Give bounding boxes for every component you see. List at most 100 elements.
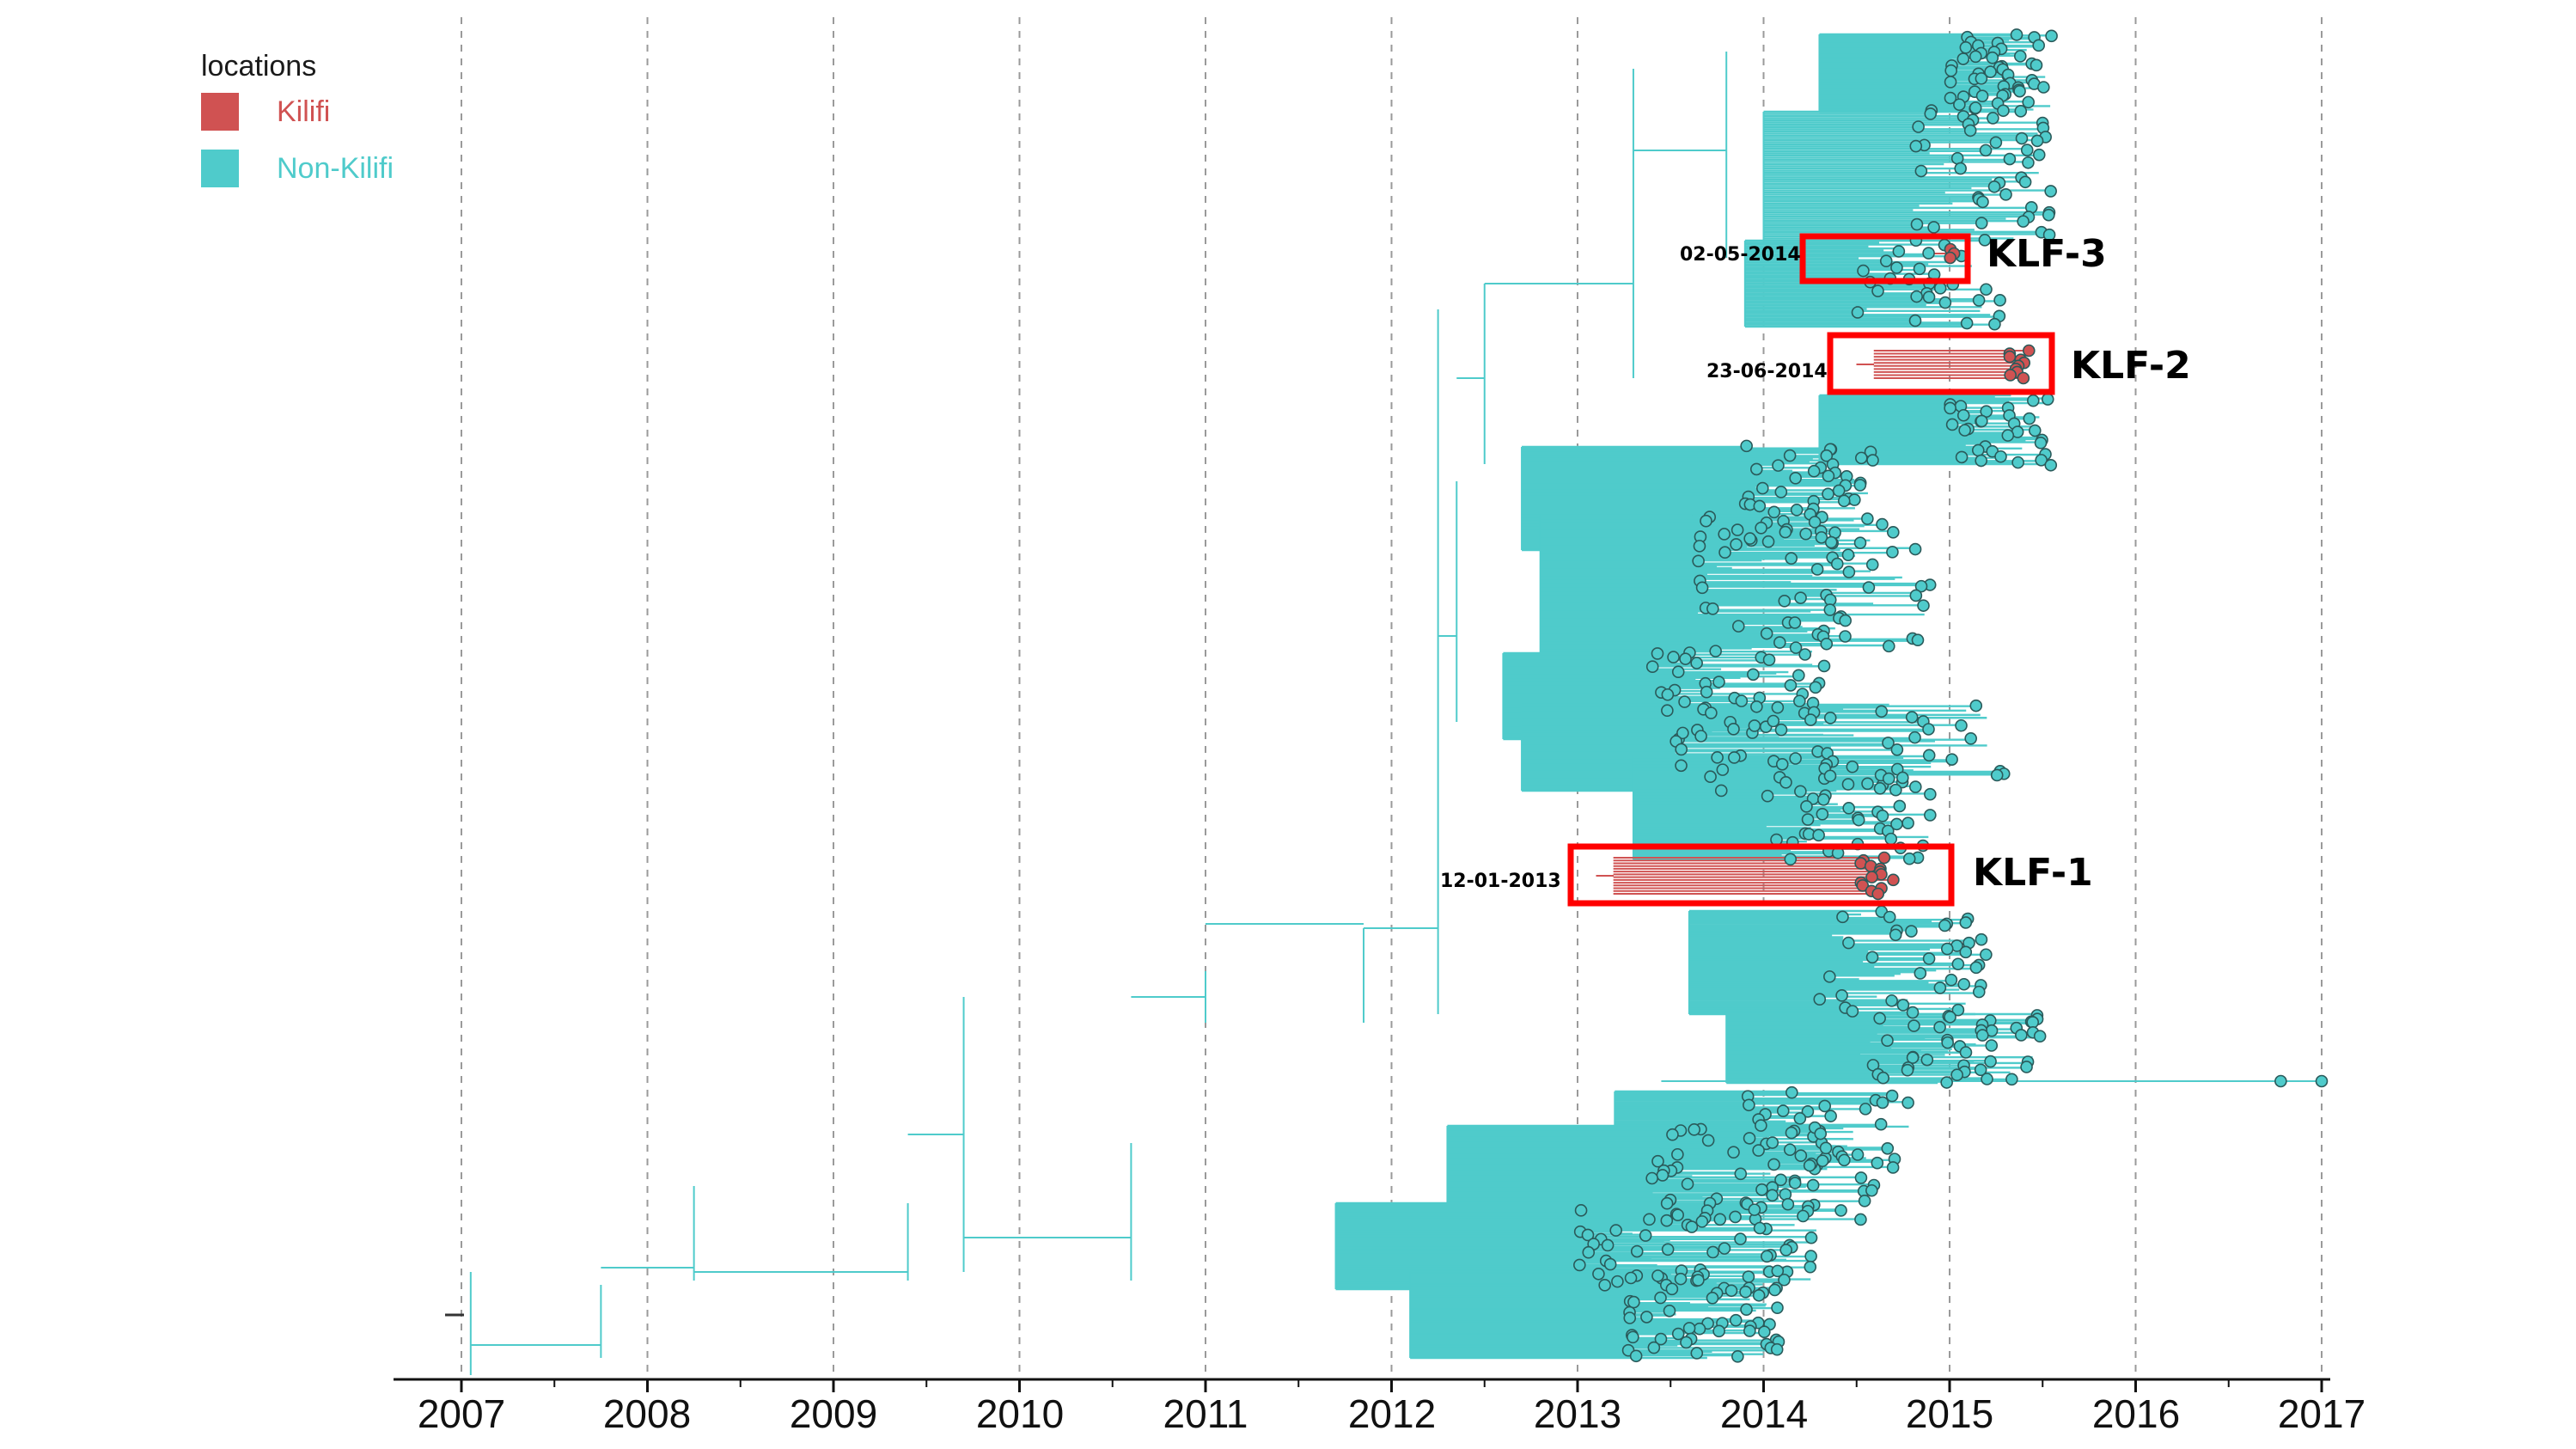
tip-marker — [1914, 579, 1928, 593]
tip-marker — [1975, 1029, 1989, 1042]
tip-marker — [1705, 706, 1718, 719]
tip-marker — [1750, 700, 1763, 713]
tip-marker — [1876, 809, 1889, 822]
tip-marker — [1680, 1336, 1693, 1349]
tip-marker — [1889, 783, 1902, 797]
tip-marker — [1675, 743, 1688, 756]
tip-marker — [1693, 540, 1706, 553]
tip-marker — [1882, 772, 1895, 786]
tip-marker — [1810, 563, 1824, 576]
tip-marker — [1854, 1171, 1868, 1184]
legend-item-non-kilifi: Non-Kilifi — [201, 140, 394, 197]
tip-marker — [1830, 557, 1844, 571]
tip-marker — [1718, 528, 1731, 541]
tip-marker — [1865, 951, 1879, 964]
tip-marker — [1842, 802, 1855, 815]
tip-marker — [1749, 462, 1763, 476]
tip-marker — [1969, 101, 1982, 114]
tip-marker — [1611, 1275, 1624, 1288]
tip-marker — [1913, 262, 1926, 276]
tip-marker — [1801, 1105, 1815, 1118]
tip-marker — [1994, 449, 2007, 463]
tip-marker — [1836, 910, 1849, 924]
tip-marker — [1643, 1213, 1656, 1226]
tip-marker — [1785, 1085, 1798, 1099]
tip-marker — [1761, 1250, 1773, 1263]
tip-marker — [1674, 1272, 1688, 1286]
tick-label-2009: 2009 — [789, 1391, 878, 1436]
kilifi-tip-marker — [1871, 887, 1885, 901]
tip-marker — [1823, 769, 1837, 783]
tip-marker — [1954, 162, 1967, 175]
tip-marker — [1739, 1285, 1752, 1299]
tip-marker — [1914, 967, 1927, 980]
tip-marker — [1909, 139, 1923, 153]
tick-label-2007: 2007 — [417, 1391, 506, 1436]
tip-marker — [2044, 185, 2057, 198]
tip-marker — [1803, 1159, 1816, 1172]
tip-marker — [1804, 713, 1817, 726]
tip-marker — [2032, 39, 2045, 52]
tip-marker — [1624, 1271, 1638, 1285]
tip-marker — [1718, 546, 1731, 559]
tip-marker — [2035, 454, 2048, 467]
tip-marker — [1865, 1183, 1878, 1197]
tip-marker — [1582, 1245, 1596, 1259]
kilifi-tip-marker — [1865, 871, 1878, 883]
tip-marker — [1956, 52, 1970, 65]
tip-marker — [1922, 247, 1935, 260]
tip-marker — [1881, 1141, 1895, 1155]
tip-marker — [1993, 294, 2006, 307]
tip-marker — [1573, 1258, 1586, 1272]
tip-marker — [1917, 599, 1930, 612]
year-gridlines — [461, 17, 2323, 1379]
tip-marker — [1692, 554, 1705, 568]
tip-marker — [1792, 669, 1805, 682]
tip-marker — [1656, 1169, 1670, 1182]
tip-marker — [1768, 1283, 1781, 1297]
tip-marker — [1901, 816, 1914, 830]
tip-marker — [1771, 1264, 1785, 1278]
tip-marker — [1731, 523, 1744, 536]
tip-marker — [1767, 714, 1780, 728]
tip-marker — [2013, 84, 2026, 98]
tip-marker — [1885, 1089, 1899, 1103]
tip-marker — [1645, 660, 1659, 674]
tip-marker — [1989, 136, 2003, 150]
tip-marker — [1816, 1154, 1829, 1168]
tip-marker — [1665, 1282, 1679, 1296]
tip-marker — [1767, 1158, 1780, 1171]
tip-marker — [1846, 1005, 1859, 1018]
tip-marker — [1984, 1055, 1997, 1068]
tip-marker — [1986, 51, 1999, 64]
tip-marker — [1630, 1244, 1644, 1258]
tip-marker — [1598, 1279, 1611, 1292]
tip-marker — [1819, 1141, 1833, 1155]
tip-marker — [1964, 732, 1977, 745]
tip-marker — [1800, 800, 1813, 813]
tip-marker — [1667, 651, 1680, 663]
tip-marker — [1581, 1228, 1595, 1242]
tip-marker — [1882, 639, 1895, 653]
tip-marker — [1890, 743, 1904, 756]
tip-marker — [1731, 1350, 1744, 1363]
tip-marker — [1975, 414, 1988, 428]
tip-marker — [1793, 1112, 1807, 1125]
tip-marker — [1813, 993, 1827, 1006]
tip-marker — [1944, 401, 1956, 415]
tip-marker — [1784, 853, 1798, 866]
tip-marker — [1834, 1204, 1847, 1217]
tip-marker — [1755, 1119, 1767, 1132]
tip-marker — [1902, 852, 1916, 865]
tick-label-2013: 2013 — [1533, 1391, 1622, 1436]
tip-marker — [1969, 699, 1983, 712]
tip-marker — [1857, 264, 1870, 278]
tip-marker — [1740, 1303, 1753, 1317]
tip-marker — [1740, 439, 1753, 453]
tip-marker — [1866, 454, 1879, 467]
tip-marker — [1716, 763, 1730, 776]
tip-marker — [1951, 1003, 1965, 1017]
kilifi-tip-marker — [1944, 251, 1956, 265]
tip-marker — [1945, 753, 1958, 766]
